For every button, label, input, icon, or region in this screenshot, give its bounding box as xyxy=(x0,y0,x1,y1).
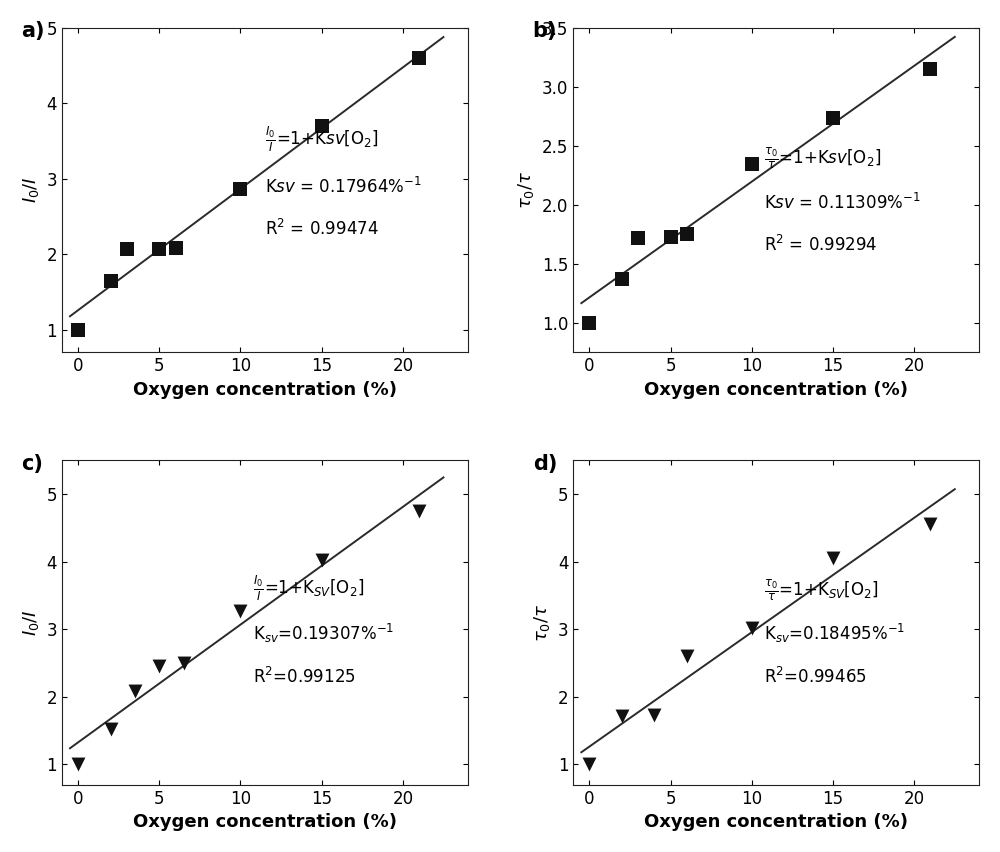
Text: b): b) xyxy=(533,21,557,42)
Point xyxy=(232,604,248,618)
Point xyxy=(825,111,841,124)
Text: R$^2$ = 0.99474: R$^2$ = 0.99474 xyxy=(265,219,379,239)
Point xyxy=(127,685,143,699)
Point xyxy=(70,757,86,771)
Point xyxy=(411,51,427,65)
Text: R$^2$ = 0.99294: R$^2$ = 0.99294 xyxy=(764,235,877,255)
Point xyxy=(744,621,760,635)
Text: $\frac{I_0}{I}$=1+K$_{SV}$[O$_2$]: $\frac{I_0}{I}$=1+K$_{SV}$[O$_2$] xyxy=(253,573,364,603)
X-axis label: Oxygen concentration (%): Oxygen concentration (%) xyxy=(133,813,397,832)
Point xyxy=(663,230,679,244)
Text: K$sv$ = 0.17964%$^{-1}$: K$sv$ = 0.17964%$^{-1}$ xyxy=(265,176,422,197)
X-axis label: Oxygen concentration (%): Oxygen concentration (%) xyxy=(644,381,908,399)
Point xyxy=(314,554,330,567)
Point xyxy=(744,157,760,170)
Text: K$sv$ = 0.11309%$^{-1}$: K$sv$ = 0.11309%$^{-1}$ xyxy=(764,193,921,213)
Y-axis label: $\tau_0/\tau$: $\tau_0/\tau$ xyxy=(532,603,552,642)
Point xyxy=(232,181,248,195)
Text: K$_{sv}$=0.19307%$^{-1}$: K$_{sv}$=0.19307%$^{-1}$ xyxy=(253,622,394,645)
Point xyxy=(70,323,86,337)
Text: K$_{sv}$=0.18495%$^{-1}$: K$_{sv}$=0.18495%$^{-1}$ xyxy=(764,622,905,645)
X-axis label: Oxygen concentration (%): Oxygen concentration (%) xyxy=(644,813,908,832)
Y-axis label: $\tau_0/\tau$: $\tau_0/\tau$ xyxy=(516,171,536,210)
Point xyxy=(314,119,330,133)
Y-axis label: $I_0/I$: $I_0/I$ xyxy=(21,176,41,204)
Point xyxy=(825,551,841,565)
Text: $\frac{I_0}{I}$=1+K$sv$[O$_2$]: $\frac{I_0}{I}$=1+K$sv$[O$_2$] xyxy=(265,125,378,154)
Text: a): a) xyxy=(21,21,45,42)
Point xyxy=(119,242,135,256)
Y-axis label: $I_0/I$: $I_0/I$ xyxy=(21,609,41,636)
Point xyxy=(411,504,427,518)
Point xyxy=(151,242,167,256)
Point xyxy=(614,709,630,722)
Point xyxy=(168,241,184,255)
Point xyxy=(614,273,630,286)
Point xyxy=(630,231,646,245)
Point xyxy=(922,518,938,532)
Point xyxy=(581,316,597,330)
Text: c): c) xyxy=(21,454,43,474)
Point xyxy=(151,659,167,673)
Point xyxy=(646,708,662,722)
Text: R$^2$=0.99465: R$^2$=0.99465 xyxy=(764,667,867,688)
Point xyxy=(922,62,938,76)
Point xyxy=(103,273,119,287)
Text: $\frac{\tau_0}{\tau}$=1+K$sv$[O$_2$]: $\frac{\tau_0}{\tau}$=1+K$sv$[O$_2$] xyxy=(764,146,881,170)
Text: d): d) xyxy=(533,454,557,474)
Text: R$^2$=0.99125: R$^2$=0.99125 xyxy=(253,667,355,688)
X-axis label: Oxygen concentration (%): Oxygen concentration (%) xyxy=(133,381,397,399)
Text: $\frac{\tau_0}{\tau}$=1+K$_{SV}$[O$_2$]: $\frac{\tau_0}{\tau}$=1+K$_{SV}$[O$_2$] xyxy=(764,578,879,603)
Point xyxy=(176,656,192,670)
Point xyxy=(103,722,119,736)
Point xyxy=(679,227,695,241)
Point xyxy=(679,649,695,663)
Point xyxy=(581,757,597,771)
